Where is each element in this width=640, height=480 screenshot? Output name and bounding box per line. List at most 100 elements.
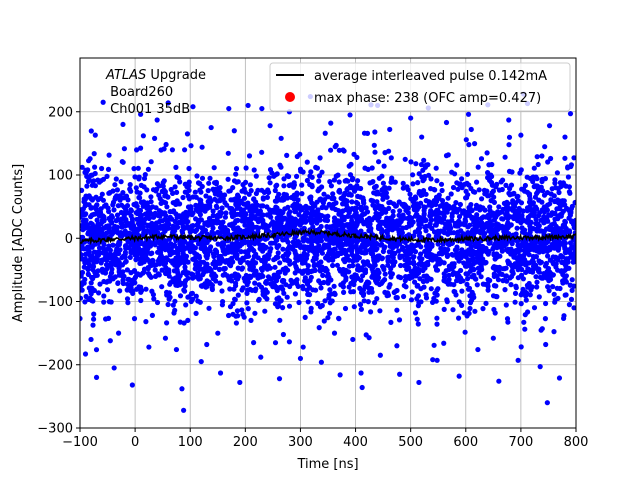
- y-tick-label: −200: [37, 358, 73, 373]
- scatter-point: [468, 126, 474, 133]
- scatter-point: [93, 374, 100, 381]
- x-tick-label: 500: [398, 435, 423, 450]
- scatter-point: [82, 351, 89, 357]
- scatter-point: [184, 131, 191, 137]
- y-tick-label: 0: [65, 232, 73, 247]
- scatter-point: [543, 341, 549, 348]
- scatter-point: [544, 400, 550, 406]
- scatter-point: [88, 336, 94, 343]
- scatter-point: [226, 105, 232, 112]
- scatter-point: [217, 370, 224, 376]
- x-axis-ticks: −100 0 100 200 300 400 500 600 700 800: [62, 428, 588, 450]
- scatter-point: [416, 379, 422, 386]
- scatter-point: [111, 365, 117, 371]
- legend-marker-swatch: [285, 92, 295, 102]
- scatter-point: [138, 111, 144, 117]
- average-pulse-line: [80, 228, 576, 246]
- scatter-point: [278, 135, 284, 141]
- scatter-point: [518, 132, 524, 138]
- scatter-point: [162, 335, 169, 341]
- scatter-point: [198, 358, 204, 365]
- scatter-point: [318, 359, 324, 365]
- scatter-point: [441, 340, 447, 346]
- scatter-points: [80, 91, 576, 413]
- legend-box: [269, 62, 571, 112]
- scatter-point: [297, 355, 304, 362]
- scatter-point: [347, 112, 353, 118]
- scatter-point: [562, 134, 568, 140]
- legend-entry-max-phase: max phase: 238 (OFC amp=0.427): [314, 91, 541, 106]
- y-axis-ticks: −300 −200 −100 0 100 200: [37, 105, 80, 437]
- scatter-point: [120, 121, 126, 128]
- scatter-point: [231, 128, 237, 134]
- atlas-annotation: ATLAS Upgrade Board260 Ch001 35dB: [105, 68, 206, 117]
- x-tick-label: 700: [508, 435, 533, 450]
- scatter-point: [251, 340, 257, 346]
- scatter-point: [173, 346, 180, 353]
- annotation-line-1: ATLAS Upgrade: [105, 68, 206, 83]
- annotation-line-2: Board260: [106, 85, 173, 100]
- scatter-point: [100, 99, 106, 105]
- scatter-point: [190, 104, 196, 110]
- scatter-point: [443, 119, 450, 126]
- scatter-point: [394, 343, 400, 349]
- y-tick-label: 100: [48, 169, 73, 184]
- scatter-point: [515, 357, 521, 363]
- scatter-point: [276, 376, 283, 382]
- x-tick-label: −100: [62, 435, 98, 450]
- scatter-point: [397, 371, 403, 377]
- scatter-point: [140, 133, 146, 139]
- scatter-point: [496, 378, 502, 384]
- scatter-point: [165, 100, 171, 106]
- x-tick-label: 200: [233, 435, 258, 450]
- scatter-point: [258, 354, 264, 360]
- y-axis-label: Amplitude [ADC Counts]: [11, 164, 26, 322]
- scatter-point: [300, 344, 306, 350]
- legend: average interleaved pulse 0.142mA max ph…: [269, 62, 571, 112]
- scatter-point: [490, 335, 496, 341]
- scatter-point: [237, 379, 243, 386]
- x-axis-label: Time [ns]: [296, 457, 358, 472]
- scatter-point: [107, 338, 113, 344]
- scatter-point: [259, 105, 265, 112]
- scatter-point: [465, 111, 472, 117]
- scatter-point: [537, 364, 543, 370]
- scatter-point: [204, 341, 210, 348]
- scatter-point: [430, 357, 436, 363]
- scatter-point: [419, 134, 425, 140]
- scatter-point: [506, 117, 512, 123]
- scatter-point: [567, 111, 574, 117]
- scatter-point: [267, 123, 273, 129]
- scatter-point: [475, 346, 481, 353]
- scatter-point: [408, 115, 414, 121]
- scatter-cloud: [80, 128, 576, 353]
- y-tick-label: −300: [37, 422, 73, 437]
- scatter-point: [322, 130, 328, 136]
- legend-entry-average-pulse: average interleaved pulse 0.142mA: [314, 69, 547, 84]
- scatter-point: [434, 357, 440, 363]
- scatter-point: [556, 375, 563, 381]
- scatter-point: [350, 336, 356, 343]
- pulse-line-layer: [80, 228, 576, 246]
- scatter-point: [154, 117, 160, 123]
- annotation-line-3: Ch001 35dB: [106, 102, 190, 117]
- scatter-point: [328, 120, 334, 126]
- y-tick-label: −100: [37, 295, 73, 310]
- scatter-point: [179, 386, 185, 392]
- x-tick-label: 300: [288, 435, 313, 450]
- x-tick-label: 100: [178, 435, 203, 450]
- scatter-point: [337, 372, 343, 378]
- scatter-point: [115, 330, 122, 336]
- x-tick-label: 400: [343, 435, 368, 450]
- scatter-point: [387, 126, 393, 133]
- scatter-point: [129, 382, 135, 388]
- x-tick-label: 0: [131, 435, 139, 450]
- scatter-point: [208, 124, 214, 131]
- scatter-point: [146, 344, 152, 350]
- scatter-point: [245, 102, 251, 109]
- scatter-point: [359, 384, 365, 391]
- scatter-point: [181, 407, 187, 413]
- x-tick-label: 600: [453, 435, 478, 450]
